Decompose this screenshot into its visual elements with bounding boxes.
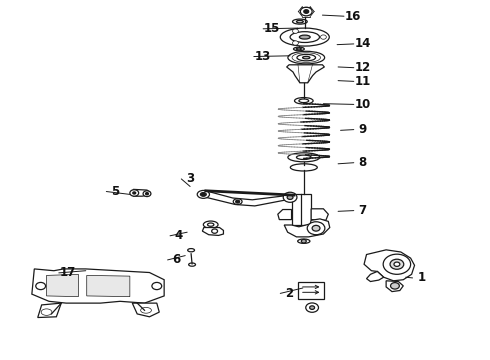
Ellipse shape bbox=[296, 155, 311, 159]
Text: 8: 8 bbox=[359, 156, 367, 169]
Polygon shape bbox=[32, 269, 164, 303]
Polygon shape bbox=[311, 209, 328, 220]
Polygon shape bbox=[284, 219, 330, 237]
Ellipse shape bbox=[294, 47, 304, 51]
Text: 6: 6 bbox=[172, 253, 180, 266]
Circle shape bbox=[36, 282, 46, 289]
Circle shape bbox=[312, 225, 320, 231]
Text: 7: 7 bbox=[359, 204, 367, 217]
Ellipse shape bbox=[197, 190, 210, 198]
Ellipse shape bbox=[233, 199, 242, 204]
Circle shape bbox=[287, 195, 293, 199]
Ellipse shape bbox=[200, 193, 206, 196]
Text: 9: 9 bbox=[359, 123, 367, 136]
Text: 17: 17 bbox=[59, 266, 76, 279]
Text: 14: 14 bbox=[354, 37, 371, 50]
Circle shape bbox=[293, 29, 298, 33]
Ellipse shape bbox=[188, 248, 195, 252]
Circle shape bbox=[143, 191, 151, 197]
Polygon shape bbox=[87, 275, 130, 297]
Ellipse shape bbox=[299, 99, 309, 103]
Circle shape bbox=[304, 10, 309, 13]
Circle shape bbox=[320, 35, 326, 39]
Circle shape bbox=[306, 303, 318, 312]
Ellipse shape bbox=[288, 153, 319, 162]
Text: 16: 16 bbox=[344, 10, 361, 23]
Circle shape bbox=[310, 306, 315, 309]
Polygon shape bbox=[364, 250, 415, 281]
Ellipse shape bbox=[290, 32, 319, 42]
Polygon shape bbox=[278, 210, 292, 220]
Ellipse shape bbox=[296, 48, 301, 50]
Polygon shape bbox=[38, 303, 61, 318]
Text: 12: 12 bbox=[354, 61, 371, 74]
Circle shape bbox=[391, 283, 399, 289]
Ellipse shape bbox=[303, 57, 310, 59]
Polygon shape bbox=[202, 228, 223, 235]
Bar bbox=[298, 282, 324, 299]
Polygon shape bbox=[386, 281, 403, 292]
Circle shape bbox=[307, 222, 325, 235]
Ellipse shape bbox=[296, 21, 303, 23]
Circle shape bbox=[146, 193, 148, 195]
Circle shape bbox=[212, 229, 218, 233]
Circle shape bbox=[283, 192, 297, 202]
Text: 15: 15 bbox=[264, 22, 280, 35]
Circle shape bbox=[201, 193, 205, 196]
Polygon shape bbox=[47, 274, 78, 297]
Circle shape bbox=[390, 259, 404, 269]
Text: 10: 10 bbox=[354, 98, 371, 111]
Ellipse shape bbox=[299, 35, 310, 39]
Text: 2: 2 bbox=[285, 287, 293, 300]
Text: 3: 3 bbox=[186, 172, 194, 185]
Circle shape bbox=[152, 282, 162, 289]
Ellipse shape bbox=[294, 98, 313, 104]
Ellipse shape bbox=[288, 51, 325, 64]
Circle shape bbox=[293, 41, 298, 45]
Polygon shape bbox=[133, 189, 150, 196]
Ellipse shape bbox=[203, 221, 218, 228]
Circle shape bbox=[133, 192, 136, 194]
Text: 4: 4 bbox=[175, 229, 183, 242]
Text: 11: 11 bbox=[354, 75, 371, 88]
Polygon shape bbox=[367, 271, 384, 282]
Ellipse shape bbox=[41, 309, 52, 315]
Circle shape bbox=[236, 200, 240, 203]
Ellipse shape bbox=[290, 164, 318, 171]
Ellipse shape bbox=[280, 28, 329, 46]
Ellipse shape bbox=[297, 239, 310, 243]
Text: 5: 5 bbox=[111, 185, 119, 198]
Ellipse shape bbox=[297, 54, 316, 61]
Polygon shape bbox=[132, 303, 159, 317]
Circle shape bbox=[383, 254, 411, 274]
Polygon shape bbox=[206, 191, 294, 206]
Text: 13: 13 bbox=[254, 50, 271, 63]
Ellipse shape bbox=[141, 307, 151, 313]
Ellipse shape bbox=[189, 263, 196, 266]
Ellipse shape bbox=[293, 19, 307, 24]
Ellipse shape bbox=[208, 223, 214, 226]
Bar bbox=[292, 194, 311, 225]
Circle shape bbox=[301, 239, 306, 243]
Text: 1: 1 bbox=[417, 271, 425, 284]
Circle shape bbox=[300, 7, 312, 16]
Circle shape bbox=[130, 190, 139, 196]
Circle shape bbox=[394, 262, 400, 266]
Polygon shape bbox=[287, 65, 324, 83]
